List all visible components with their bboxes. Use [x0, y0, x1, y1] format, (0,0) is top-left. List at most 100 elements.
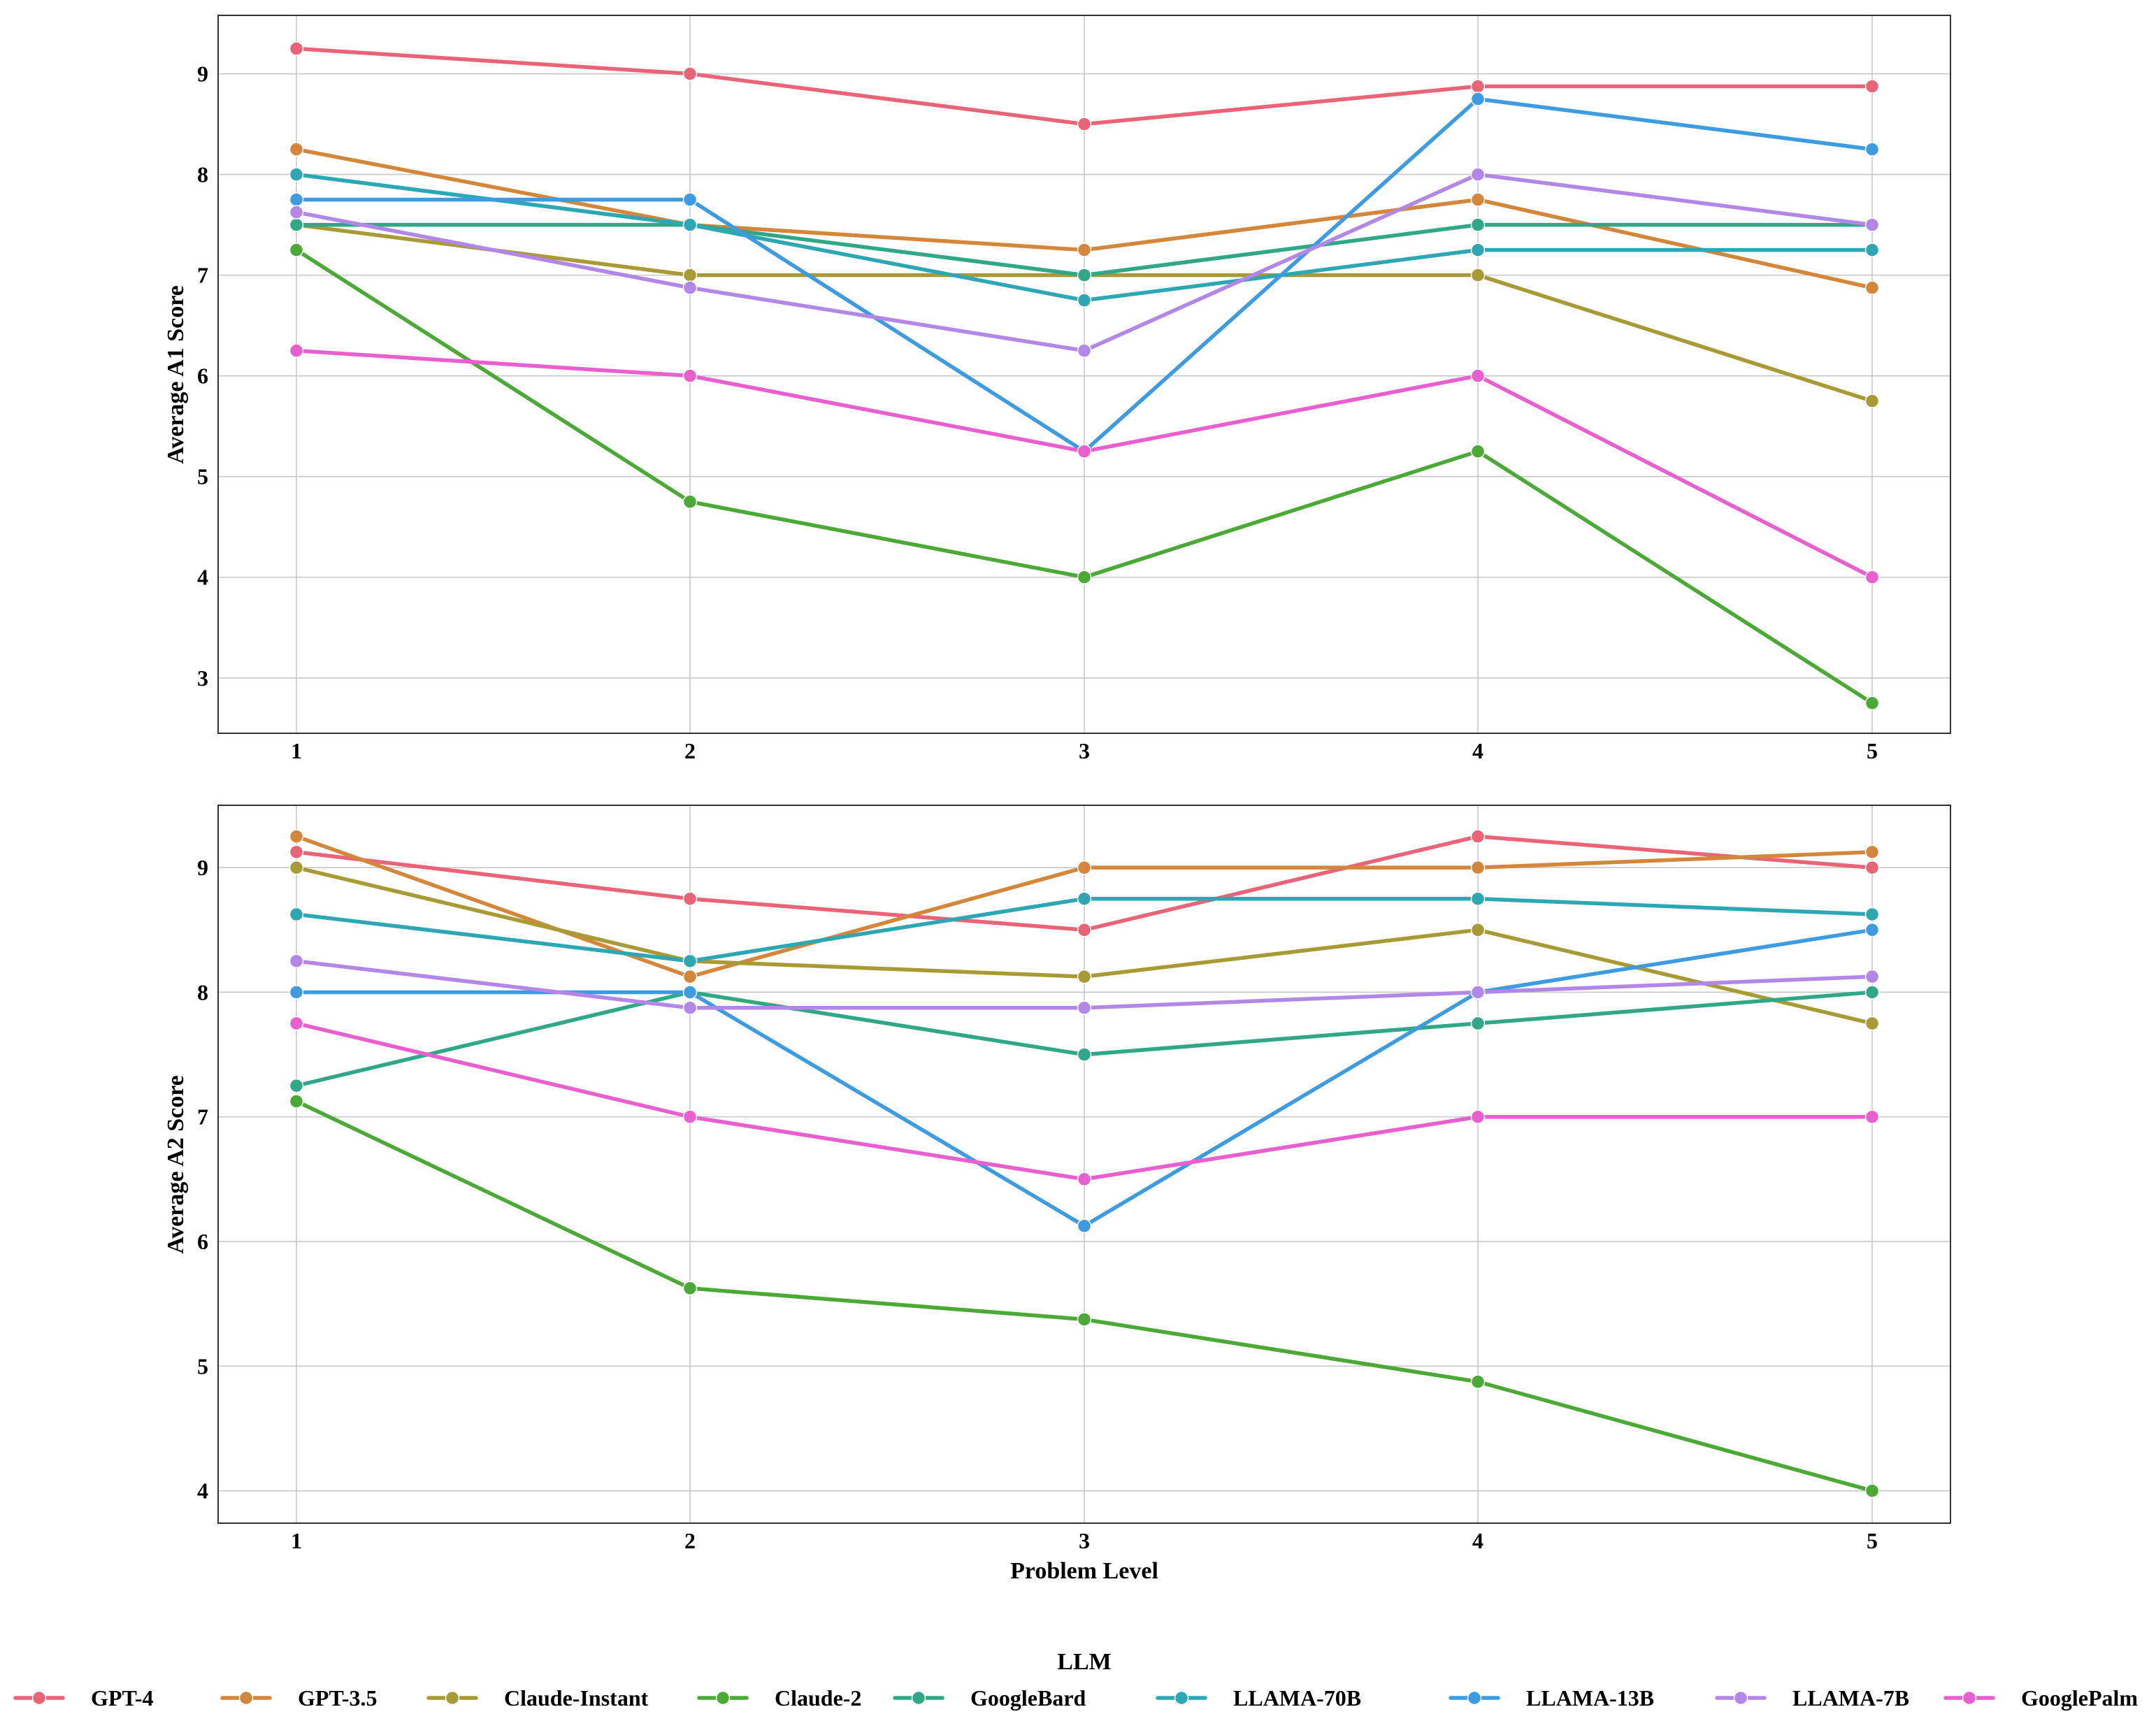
chart-top-a1-score: 1 2 3 4 5 3 4 5 6 7 8 9 Average A1 Score — [163, 15, 1951, 763]
data-point-gpt-3-5 — [1077, 860, 1092, 875]
data-point-llama-70b — [1470, 891, 1486, 906]
data-point-googlebard — [1864, 985, 1880, 1000]
data-point-llama-7b — [1470, 985, 1486, 1000]
data-point-claude-2 — [1864, 1483, 1880, 1498]
legend-label: LLAMA-70B — [1233, 1685, 1361, 1711]
legend-swatch-marker — [911, 1690, 926, 1706]
data-point-gpt-4 — [289, 41, 304, 56]
plot-frame-top — [217, 15, 1951, 734]
legend-swatch-marker — [1467, 1690, 1482, 1706]
data-point-gpt-4 — [1864, 79, 1880, 94]
data-point-llama-13b — [682, 985, 698, 1000]
data-point-llama-13b — [1864, 142, 1880, 157]
data-point-googlepalm — [1470, 368, 1486, 383]
x-tick-label: 4 — [1472, 1528, 1483, 1553]
data-point-gpt-3-5 — [1864, 844, 1880, 860]
data-point-llama-13b — [1864, 923, 1880, 937]
data-point-gpt-4 — [1077, 117, 1092, 131]
data-point-claude-2 — [1077, 570, 1092, 584]
data-point-claude-instant — [1470, 923, 1486, 937]
chart-bottom-a2-score: 1 2 3 4 5 4 5 6 7 8 9 Average A2 Score Problem Lev… — [163, 805, 1951, 1584]
legend-label: Claude-2 — [775, 1685, 861, 1711]
data-point-gpt-3-5 — [289, 829, 304, 844]
data-point-gpt-3-5 — [1077, 243, 1092, 257]
legend-label: GPT-4 — [91, 1685, 154, 1711]
y-tick-label: 4 — [197, 565, 208, 590]
series-llama-70b — [289, 891, 1880, 969]
data-point-gpt-3-5 — [682, 969, 698, 984]
x-tick-label: 5 — [1867, 1528, 1878, 1553]
data-point-gpt-3-5 — [1470, 860, 1486, 875]
data-point-googlebard — [289, 1078, 304, 1093]
y-tick-label: 6 — [197, 1229, 208, 1254]
data-point-llama-7b — [682, 1000, 698, 1015]
legend-swatch-marker — [445, 1690, 460, 1706]
data-point-gpt-3-5 — [289, 142, 304, 157]
data-point-llama-7b — [1077, 343, 1092, 358]
data-point-claude-instant — [289, 860, 304, 875]
legend-label: GooglePalm — [2021, 1685, 2138, 1711]
data-point-claude-2 — [682, 1281, 698, 1296]
y-tick-label: 3 — [197, 665, 208, 691]
x-tick-label: 1 — [291, 1528, 302, 1553]
data-point-llama-13b — [289, 192, 304, 207]
data-point-googlepalm — [1470, 1109, 1486, 1124]
legend-item-googlepalm: GooglePalm — [1943, 1685, 2138, 1711]
y-tick-label: 7 — [197, 1104, 208, 1130]
plot-frame-bottom — [217, 805, 1951, 1524]
series-googlepalm — [289, 343, 1880, 584]
series-googlebard — [289, 217, 1880, 282]
data-point-googlepalm — [289, 1016, 304, 1031]
legend-item-llama-70b: LLAMA-70B — [1156, 1685, 1361, 1711]
data-point-claude-2 — [289, 1094, 304, 1109]
y-tick-label: 6 — [197, 363, 208, 389]
legend-item-llama-13b: LLAMA-13B — [1449, 1685, 1654, 1711]
series-claude-2 — [289, 243, 1880, 711]
y-axis-label-top: Average A1 Score — [163, 285, 189, 464]
series-llama-7b — [289, 167, 1880, 358]
data-point-gpt-4 — [1470, 829, 1486, 844]
data-point-claude-instant — [682, 268, 698, 282]
data-point-llama-70b — [1864, 907, 1880, 922]
y-tick-label: 5 — [197, 1353, 208, 1378]
y-axis-label-bottom: Average A2 Score — [163, 1075, 189, 1254]
x-tick-label: 3 — [1079, 738, 1090, 763]
data-point-googlepalm — [1077, 1172, 1092, 1187]
legend-swatch-marker — [238, 1690, 254, 1706]
data-point-llama-70b — [682, 217, 698, 232]
data-point-claude-instant — [1864, 394, 1880, 408]
data-point-claude-2 — [1864, 696, 1880, 711]
legend-item-googlebard: GoogleBard — [893, 1685, 1086, 1711]
legend-swatch-marker — [31, 1690, 47, 1706]
legend-label: Claude-Instant — [504, 1685, 649, 1711]
data-point-llama-70b — [1077, 891, 1092, 906]
data-point-claude-2 — [1470, 1374, 1486, 1389]
y-tick-label: 8 — [197, 162, 208, 187]
data-point-googlepalm — [682, 1109, 698, 1124]
data-point-gpt-4 — [1864, 860, 1880, 875]
data-point-llama-70b — [289, 167, 304, 182]
x-tick-label: 2 — [684, 1528, 696, 1553]
series-gpt-4 — [289, 829, 1880, 937]
data-point-llama-13b — [1470, 92, 1486, 106]
data-point-gpt-3-5 — [1470, 192, 1486, 207]
data-point-claude-instant — [1470, 268, 1486, 282]
x-tick-label: 2 — [684, 738, 696, 763]
data-point-claude-instant — [1864, 1016, 1880, 1031]
data-point-gpt-3-5 — [1864, 280, 1880, 295]
data-point-llama-7b — [1864, 969, 1880, 984]
y-tick-label: 5 — [197, 464, 208, 489]
data-point-googlepalm — [1077, 444, 1092, 459]
x-tick-label: 4 — [1472, 738, 1483, 763]
legend-label: LLAMA-7B — [1792, 1685, 1909, 1711]
data-point-googlebard — [289, 217, 304, 232]
data-point-llama-7b — [289, 953, 304, 969]
data-point-llama-7b — [1470, 167, 1486, 182]
data-point-googlebard — [1077, 268, 1092, 282]
legend-item-claude-instant: Claude-Instant — [426, 1685, 649, 1711]
data-point-llama-70b — [1864, 243, 1880, 257]
data-point-googlepalm — [1864, 1109, 1880, 1124]
data-point-gpt-4 — [289, 844, 304, 860]
legend-item-gpt-4: GPT-4 — [13, 1685, 154, 1711]
data-point-llama-13b — [682, 192, 698, 207]
